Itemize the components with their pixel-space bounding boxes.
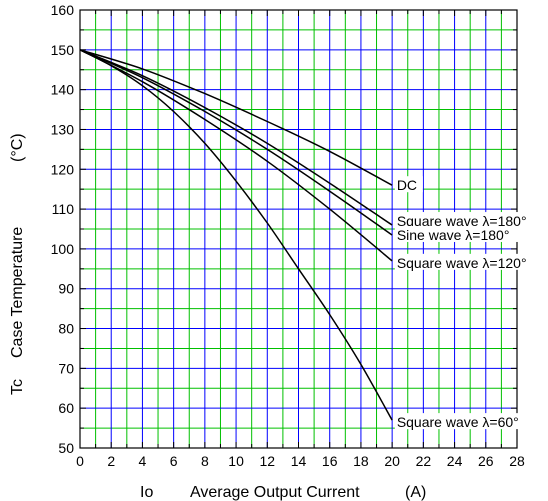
x-tick-label: 22 [416, 453, 432, 469]
x-tick-label: 8 [201, 453, 209, 469]
x-axis-title: Io Average Output Current (A) [140, 484, 426, 501]
x-tick-label: 0 [76, 453, 84, 469]
y-tick-label: 80 [58, 321, 74, 337]
series-line-square-wave-120 [79, 49, 393, 262]
curve-label: DC [397, 177, 417, 193]
curve-label-background [394, 225, 535, 242]
series-line-square-wave-180 [79, 49, 393, 226]
curve-label: Square wave λ=180° [397, 213, 527, 229]
y-axis-symbol: Tc [9, 379, 26, 395]
y-tick-label: 70 [58, 360, 74, 376]
x-axis-text: Average Output Current [190, 484, 360, 501]
curve-label: Sine wave λ=180° [397, 227, 510, 243]
axis-ticks: 0 2 4 6 8 10 12 14 16 18 20 22 24 26 28506070809010011… [51, 2, 525, 469]
curve-label-background [394, 212, 547, 229]
x-tick-label: 6 [170, 453, 178, 469]
y-axis-unit: (°C) [9, 133, 26, 162]
series-line-dc [79, 49, 393, 186]
curve-label-background [394, 176, 423, 193]
x-tick-label: 16 [322, 453, 338, 469]
y-tick-label: 100 [51, 241, 75, 257]
x-tick-label: 18 [353, 453, 369, 469]
y-tick-label: 60 [58, 400, 74, 416]
y-tick-label: 150 [51, 42, 75, 58]
y-tick-label: 130 [51, 121, 75, 137]
x-axis-symbol: Io [140, 484, 153, 501]
x-axis-unit: (A) [405, 484, 426, 501]
y-tick-label: 110 [52, 201, 75, 217]
curve-label: Square wave λ=60° [397, 414, 519, 430]
y-tick-label: 120 [51, 161, 75, 177]
y-axis-title: Tc Case Temperature (°C) [9, 133, 26, 395]
y-tick-label: 50 [58, 440, 74, 456]
y-axis-text: Case Temperature [9, 227, 26, 358]
major-grid [80, 10, 517, 448]
x-tick-label: 10 [228, 453, 244, 469]
x-tick-label: 4 [139, 453, 147, 469]
x-tick-label: 28 [509, 453, 525, 469]
series-line-square-wave-60 [79, 49, 393, 421]
x-tick-label: 12 [259, 453, 275, 469]
curve-label: Square wave λ=120° [397, 255, 527, 271]
series-lines [79, 49, 393, 421]
x-tick-label: 14 [291, 453, 307, 469]
curve-label-background [394, 413, 541, 430]
curve-labels: DC Square wave λ=180°Sine wave λ=180° Squa… [394, 176, 547, 430]
x-tick-label: 2 [107, 453, 115, 469]
y-tick-label: 90 [58, 281, 74, 297]
x-tick-label: 24 [447, 453, 463, 469]
curve-label-background [394, 253, 547, 270]
x-tick-label: 26 [478, 453, 494, 469]
series-line-sine-wave-180 [79, 49, 393, 236]
x-tick-label: 20 [384, 453, 400, 469]
y-tick-label: 160 [51, 2, 75, 18]
y-tick-label: 140 [51, 82, 75, 98]
